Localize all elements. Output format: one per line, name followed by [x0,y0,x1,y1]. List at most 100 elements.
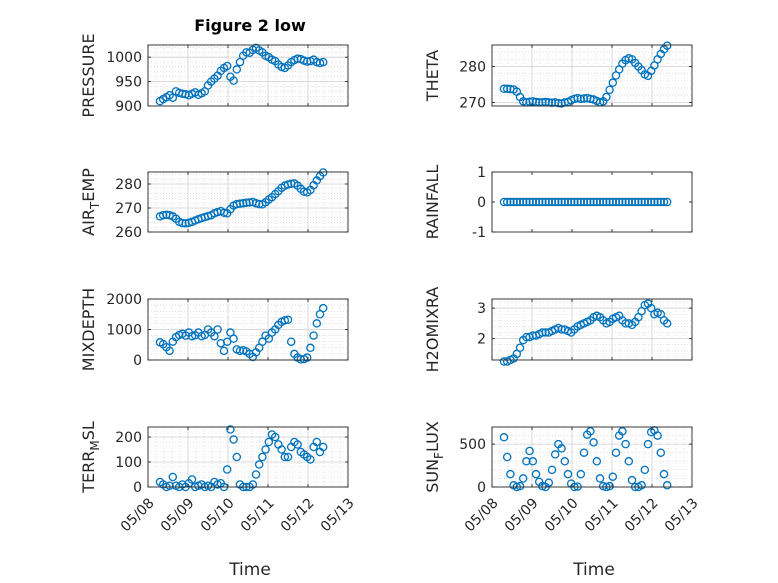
data-point [602,92,611,102]
y-tick-label: 200 [115,430,142,446]
data-point [168,472,178,482]
x-tick-label: 05/13 [318,495,358,535]
data-point [229,334,238,343]
data-point [518,197,528,207]
x-tick-label: 05/11 [582,495,622,535]
data-point [554,98,563,108]
data-point [646,197,656,207]
data-point [608,197,618,207]
data-point [576,197,586,207]
data-point [283,315,293,324]
data-point [611,448,621,457]
axes-background [492,172,692,232]
subplot-mixdepth: 0 1000 2000 MIXDEPTH [79,288,349,371]
axes-box [147,171,349,233]
series-markers [155,303,328,364]
subplot-theta: 270 280 THETA [423,41,693,111]
x-tick-label: 05/10 [198,495,238,535]
data-point [586,197,595,207]
data-point [306,343,315,353]
y-tick-label: -1 [472,225,486,241]
data-point [165,346,174,356]
data-point [611,197,621,207]
y-tick-label: 1000 [106,50,142,66]
y-axis-label: THETA [423,50,442,102]
data-point [318,168,328,177]
data-point [306,455,315,464]
x-axis-label-right: Time [572,560,615,580]
axes-box [491,298,693,361]
axes-background [492,427,692,487]
data-point [608,78,618,87]
data-point [592,457,602,466]
data-point [576,469,586,479]
data-point [248,480,258,489]
data-point [662,319,672,328]
data-point [608,472,618,481]
y-axis-label: PRESSURE [79,33,98,117]
data-point [627,475,637,485]
y-tick-label: 100 [115,455,142,471]
data-point [614,197,624,207]
y-tick-label: 900 [115,99,142,115]
y-axis-label: TERRMSL [79,421,102,494]
data-point [531,197,541,207]
y-tick-label: 0 [133,480,142,496]
data-point [522,457,531,466]
data-point [270,432,280,442]
data-point [538,197,547,207]
data-point [653,197,662,207]
data-point [541,197,550,207]
data-point [258,452,267,462]
x-tick-label: 05/11 [238,495,278,535]
axes-box [491,44,693,107]
y-tick-label: 500 [459,437,486,453]
data-point [502,84,512,94]
data-point [235,199,245,208]
data-point [618,427,627,436]
data-point [637,197,646,207]
data-point [547,465,557,475]
data-point [566,197,576,207]
data-point [506,197,515,207]
data-point [222,61,232,71]
axes-box [147,426,349,488]
y-axis-label: RAINFALL [423,165,442,240]
data-point [318,442,328,452]
data-point [232,65,242,74]
data-point [621,439,630,449]
y-tick-label: 280 [115,177,142,193]
data-point [286,337,296,346]
x-tick-label: 05/12 [278,495,318,535]
figure-title: Figure 2 low [194,16,306,35]
data-point [621,197,630,207]
data-point [309,331,318,340]
x-tick-label: 05/08 [118,495,158,535]
data-point [525,97,534,106]
data-point [245,198,254,207]
data-point [518,474,528,483]
data-point [563,469,573,479]
y-tick-label: 2000 [106,292,142,308]
y-tick-label: 0 [477,195,486,211]
subplot-rainfall: -1 0 1 RAINFALL [423,165,693,241]
data-point [605,85,614,95]
data-point [219,208,229,218]
subplot-sun: 05/08 05/09 05/10 05/11 05/12 05/13 0 500 SUNFLU… [423,421,702,535]
data-point [662,197,672,207]
data-point [312,319,322,328]
data-point [589,438,598,447]
data-point [515,481,525,491]
data-point [573,197,582,207]
series-markers [499,41,672,108]
data-point [283,180,293,189]
data-point [525,197,534,207]
data-point [570,94,579,104]
data-point [550,197,560,207]
data-point [592,197,602,207]
data-point [235,346,245,356]
data-point [210,331,219,341]
data-point [525,446,534,456]
